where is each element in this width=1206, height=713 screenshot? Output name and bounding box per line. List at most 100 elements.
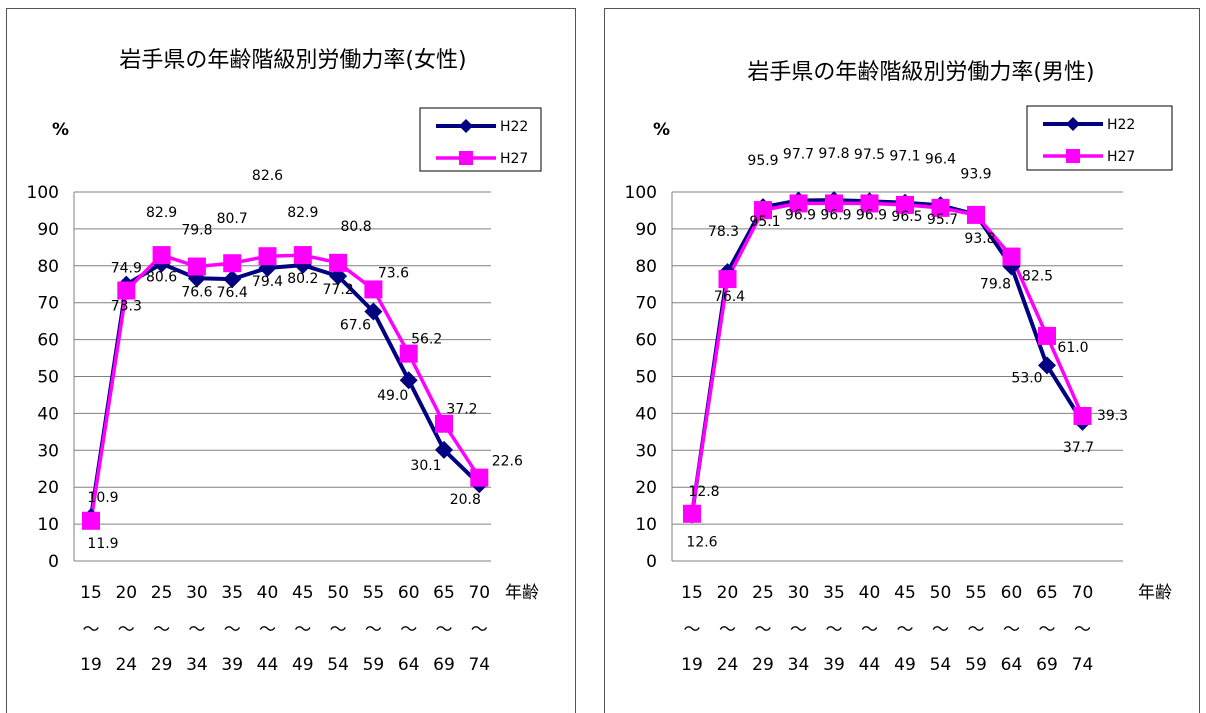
legend-label-H27: H27 [500,151,528,167]
x-tick-label: 15 [681,583,703,603]
x-tick-label: 20 [717,583,739,603]
data-point-H22 [1038,356,1056,375]
x-tick-label: 35 [221,583,243,603]
x-tick-label: 49 [894,655,916,675]
x-tick-label: 70 [468,583,490,603]
data-point-H22 [399,371,418,390]
data-label-H22: 53.0 [1011,370,1042,386]
data-point-H27 [1038,326,1056,345]
x-tick-label: ～ [153,620,170,640]
data-point-H22 [364,302,383,321]
data-point-H27 [718,270,737,289]
x-tick-label: ～ [826,620,843,640]
y-tick-label: 50 [37,368,59,388]
y-tick-label: 90 [635,220,657,240]
male-chart-panel: 岩手県の年齢階級別労働力率(男性)% 0 10 20 30 40 50 60 70 80 90 100… [604,8,1200,713]
x-tick-label: 60 [398,583,420,603]
x-tick-label: ～ [684,620,701,640]
legend-box [419,107,542,172]
data-point-H27 [470,468,489,487]
x-tick-label: 19 [681,655,703,675]
data-point-H27 [931,198,950,217]
data-label-H22: 79.8 [980,277,1011,293]
legend-box [1026,105,1173,171]
y-tick-label: 60 [635,331,657,351]
data-label-H22: 97.7 [783,146,814,162]
series-line-H27 [89,253,481,522]
y-tick-label: 70 [635,294,657,314]
x-tick-label: 64 [398,655,420,675]
x-tick-label: ～ [259,620,276,640]
data-label-H22: 97.5 [854,147,885,163]
x-tick-label: 15 [80,583,102,603]
x-tick-label: 44 [257,655,279,675]
x-tick-label: ～ [1074,620,1091,640]
x-tick-label: 69 [1036,655,1058,675]
legend-marker-H22 [1066,117,1080,131]
x-tick-label: 29 [752,655,774,675]
x-tick-label: ～ [1039,620,1056,640]
x-tick-label: 39 [221,655,243,675]
x-tick-label: 60 [1001,583,1023,603]
data-label-H22: 96.4 [925,151,956,167]
data-label-H27: 73.3 [111,299,142,315]
y-tick-label: 70 [37,294,59,314]
male-chart: 岩手県の年齢階級別労働力率(男性)% 0 10 20 30 40 50 60 70 80 90 100… [625,60,1173,675]
data-label-H27: 93.8 [964,231,995,247]
x-tick-label: 25 [151,583,173,603]
x-tick-label: 19 [80,655,102,675]
data-label-H27: 80.8 [341,219,372,235]
y-tick-label: 40 [37,404,59,424]
data-label-H27: 82.6 [252,168,283,184]
y-tick-label: 10 [37,515,59,535]
data-label-H27: 82.5 [1022,269,1053,285]
x-axis-label: 年齢 [505,583,539,603]
x-tick-label: 54 [930,655,952,675]
x-tick-label: 45 [894,583,916,603]
x-tick-label: 34 [186,655,208,675]
data-point-H22 [435,440,453,459]
x-tick-label: 74 [1072,655,1094,675]
x-tick-label: 24 [717,655,739,675]
data-label-H22: 11.9 [87,536,118,552]
data-label-H22: 80.2 [287,271,318,287]
x-tick-label: ～ [294,620,311,640]
x-tick-label: 45 [292,583,314,603]
x-tick-label: 59 [363,655,385,675]
data-label-H22: 37.7 [1063,440,1094,456]
x-tick-label: 35 [823,583,845,603]
x-tick-label: 70 [1072,583,1094,603]
data-label-H22: 74.9 [111,261,142,277]
legend-label-H22: H22 [500,119,528,135]
x-tick-label: 65 [1036,583,1058,603]
data-label-H22: 80.6 [146,270,177,286]
data-label-H22: 93.9 [960,167,991,183]
x-tick-label: 25 [752,583,774,603]
data-label-H27: 96.9 [820,207,851,223]
x-tick-label: 69 [433,655,455,675]
data-label-H27: 82.9 [146,205,177,221]
data-label-H22: 76.4 [217,285,248,301]
y-tick-label: 20 [635,478,657,498]
y-tick-label: 40 [635,404,657,424]
data-label-H22: 20.8 [450,492,481,508]
data-label-H27: 96.9 [785,207,816,223]
y-tick-label: 100 [625,183,657,203]
x-tick-label: ～ [755,620,772,640]
x-tick-label: 65 [433,583,455,603]
data-label-H22: 97.1 [889,149,920,165]
data-label-H27: 95.7 [927,212,958,228]
data-point-H27 [364,280,383,299]
y-tick-label: 0 [646,552,657,572]
data-label-H27: 96.9 [856,207,887,223]
x-tick-label: 55 [965,583,987,603]
x-tick-label: 64 [1001,655,1023,675]
x-tick-label: ～ [790,620,807,640]
x-tick-label: ～ [471,620,488,640]
y-tick-label: 100 [27,183,59,203]
data-label-H27: 95.1 [749,214,780,230]
data-label-H22: 76.6 [181,284,212,300]
data-point-H27 [223,254,242,273]
x-tick-label: ～ [224,620,241,640]
legend-label-H22: H22 [1107,117,1135,133]
